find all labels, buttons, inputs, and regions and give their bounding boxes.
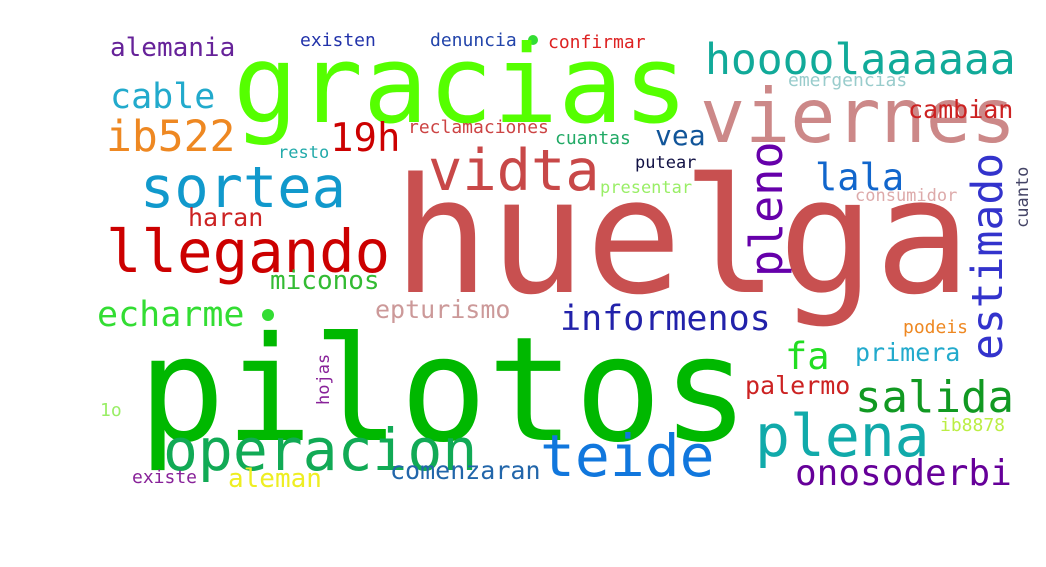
word: putear bbox=[635, 153, 696, 173]
word: 19h bbox=[330, 116, 400, 161]
word: podeis bbox=[903, 317, 968, 338]
word: viernes bbox=[700, 72, 1016, 160]
word: primera bbox=[855, 338, 960, 367]
word: cuantas bbox=[555, 128, 631, 149]
word: informenos bbox=[560, 299, 771, 339]
word: cuanto bbox=[1013, 167, 1033, 228]
word: emergencias bbox=[788, 70, 907, 91]
word: pilotos bbox=[138, 306, 749, 475]
word: llegando bbox=[106, 217, 390, 286]
word: denuncia bbox=[430, 30, 517, 51]
word: presentar bbox=[600, 178, 692, 198]
word: 1o bbox=[100, 400, 122, 421]
word: echarme bbox=[97, 295, 245, 335]
word: confirmar bbox=[548, 32, 646, 53]
word: gracias bbox=[233, 23, 688, 148]
word: salida bbox=[855, 372, 1014, 423]
word: miconos bbox=[270, 266, 380, 296]
word: hojas bbox=[314, 354, 334, 405]
word: comenzaran bbox=[390, 456, 541, 485]
word: haran bbox=[188, 203, 263, 232]
dot bbox=[262, 309, 274, 321]
word: reclamaciones bbox=[408, 117, 549, 138]
word: lala bbox=[815, 156, 904, 199]
word: hoooolaaaaaa bbox=[705, 35, 1016, 85]
word: cable bbox=[110, 77, 215, 117]
word: vea bbox=[655, 119, 706, 152]
word: resto bbox=[278, 143, 329, 163]
word: estimado bbox=[963, 153, 1013, 360]
word: existe bbox=[132, 467, 197, 488]
word: sortea bbox=[140, 155, 346, 221]
word: plena bbox=[755, 402, 930, 470]
word: consumidor bbox=[855, 186, 957, 206]
word: onosoderbi bbox=[795, 453, 1012, 494]
word: palermo bbox=[745, 371, 850, 400]
word: epturismo bbox=[375, 295, 510, 324]
word: huelga bbox=[393, 143, 971, 330]
word: operacion bbox=[163, 416, 477, 484]
word: ib522 bbox=[106, 112, 235, 162]
word: fa bbox=[785, 335, 830, 378]
dot bbox=[528, 35, 538, 45]
word: aleman bbox=[228, 464, 322, 494]
word: alemania bbox=[110, 33, 235, 63]
word: pleno bbox=[740, 142, 793, 277]
word: cambian bbox=[908, 95, 1013, 124]
word: vidta bbox=[428, 138, 600, 204]
word: ib8878 bbox=[940, 415, 1005, 436]
word: existen bbox=[300, 30, 376, 51]
word: teide bbox=[540, 422, 715, 490]
